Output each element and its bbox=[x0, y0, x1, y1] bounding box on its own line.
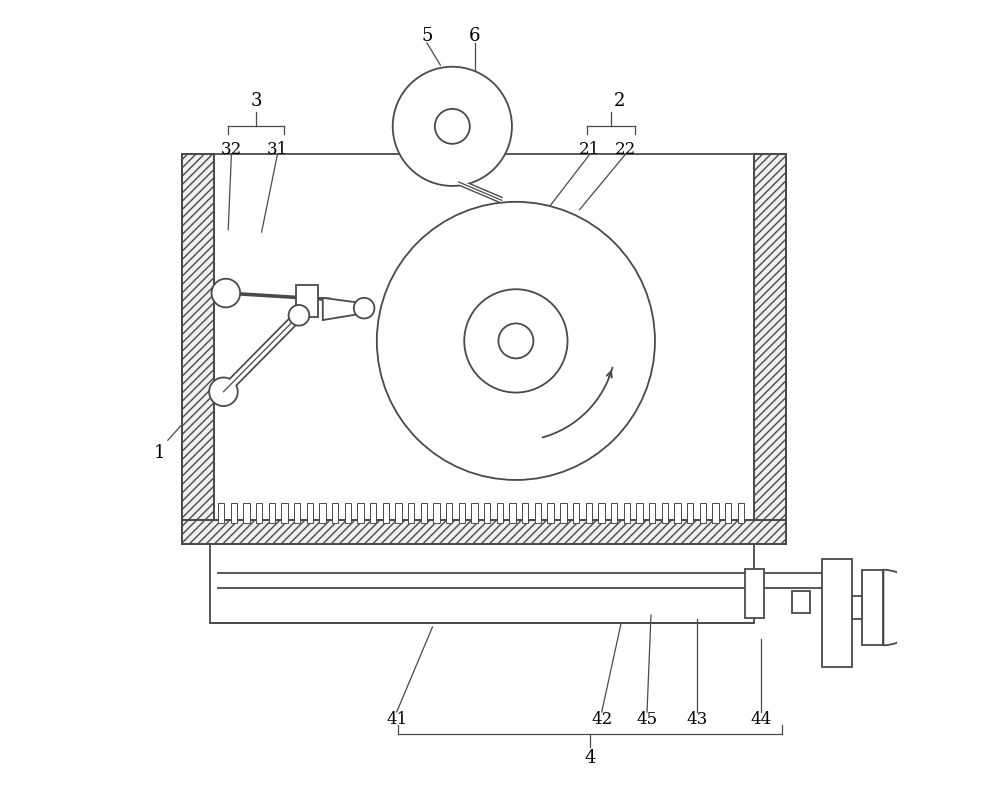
Bar bbox=[345, 504, 351, 523]
Text: 1: 1 bbox=[154, 444, 166, 462]
Bar bbox=[497, 504, 503, 523]
Bar bbox=[281, 504, 288, 523]
Bar bbox=[408, 504, 414, 523]
Bar bbox=[319, 504, 326, 523]
Bar bbox=[560, 504, 567, 523]
Bar bbox=[421, 504, 427, 523]
Circle shape bbox=[289, 306, 309, 326]
Bar bbox=[687, 504, 693, 523]
Polygon shape bbox=[323, 298, 370, 321]
Text: 5: 5 bbox=[421, 27, 433, 45]
Bar bbox=[754, 155, 786, 520]
Bar bbox=[395, 504, 402, 523]
Bar bbox=[218, 504, 224, 523]
Bar bbox=[598, 504, 605, 523]
Circle shape bbox=[209, 378, 238, 407]
Bar bbox=[294, 504, 300, 523]
Bar bbox=[700, 504, 706, 523]
Bar bbox=[862, 570, 883, 646]
Bar bbox=[383, 504, 389, 523]
Bar bbox=[357, 504, 364, 523]
Text: 43: 43 bbox=[686, 710, 708, 727]
Bar bbox=[459, 504, 465, 523]
Bar bbox=[725, 504, 731, 523]
Bar bbox=[611, 504, 617, 523]
Bar bbox=[754, 155, 786, 520]
Text: 2: 2 bbox=[614, 92, 625, 110]
Bar bbox=[852, 597, 862, 619]
Wedge shape bbox=[883, 570, 921, 646]
Text: 45: 45 bbox=[636, 710, 658, 727]
Bar bbox=[712, 504, 719, 523]
Bar bbox=[182, 520, 786, 544]
Text: 22: 22 bbox=[615, 141, 636, 158]
Bar bbox=[509, 504, 516, 523]
Text: 42: 42 bbox=[591, 710, 612, 727]
Text: 41: 41 bbox=[386, 710, 407, 727]
Circle shape bbox=[464, 290, 568, 393]
Text: 21: 21 bbox=[579, 141, 600, 158]
Bar bbox=[210, 520, 754, 623]
Bar bbox=[535, 504, 541, 523]
Circle shape bbox=[393, 67, 512, 187]
Bar bbox=[256, 504, 262, 523]
Circle shape bbox=[354, 298, 374, 319]
Text: 44: 44 bbox=[750, 710, 771, 727]
Bar bbox=[636, 504, 643, 523]
Bar bbox=[738, 504, 744, 523]
Bar bbox=[649, 504, 655, 523]
Bar bbox=[586, 504, 592, 523]
Bar bbox=[182, 155, 786, 520]
Bar bbox=[332, 504, 338, 523]
Bar bbox=[674, 504, 681, 523]
Circle shape bbox=[498, 324, 533, 359]
Circle shape bbox=[377, 203, 655, 480]
Bar bbox=[624, 504, 630, 523]
Bar bbox=[484, 504, 490, 523]
Bar bbox=[547, 504, 554, 523]
Circle shape bbox=[435, 110, 470, 144]
Bar bbox=[745, 569, 764, 618]
Text: 6: 6 bbox=[469, 27, 480, 45]
Bar bbox=[370, 504, 376, 523]
Bar bbox=[182, 520, 786, 544]
Bar bbox=[269, 504, 275, 523]
Text: 4: 4 bbox=[585, 747, 596, 766]
Text: 3: 3 bbox=[250, 92, 262, 110]
Bar bbox=[573, 504, 579, 523]
Text: 31: 31 bbox=[267, 141, 288, 158]
Bar bbox=[433, 504, 440, 523]
Bar bbox=[307, 504, 313, 523]
Bar bbox=[662, 504, 668, 523]
Bar bbox=[446, 504, 452, 523]
Bar bbox=[231, 504, 237, 523]
Bar bbox=[822, 560, 852, 667]
Bar bbox=[471, 504, 478, 523]
Text: 32: 32 bbox=[221, 141, 242, 158]
Bar bbox=[243, 504, 250, 523]
Circle shape bbox=[212, 279, 240, 308]
Bar bbox=[522, 504, 528, 523]
Bar bbox=[296, 286, 318, 318]
Bar bbox=[182, 155, 214, 520]
Bar bbox=[792, 592, 810, 614]
Bar bbox=[182, 155, 214, 520]
